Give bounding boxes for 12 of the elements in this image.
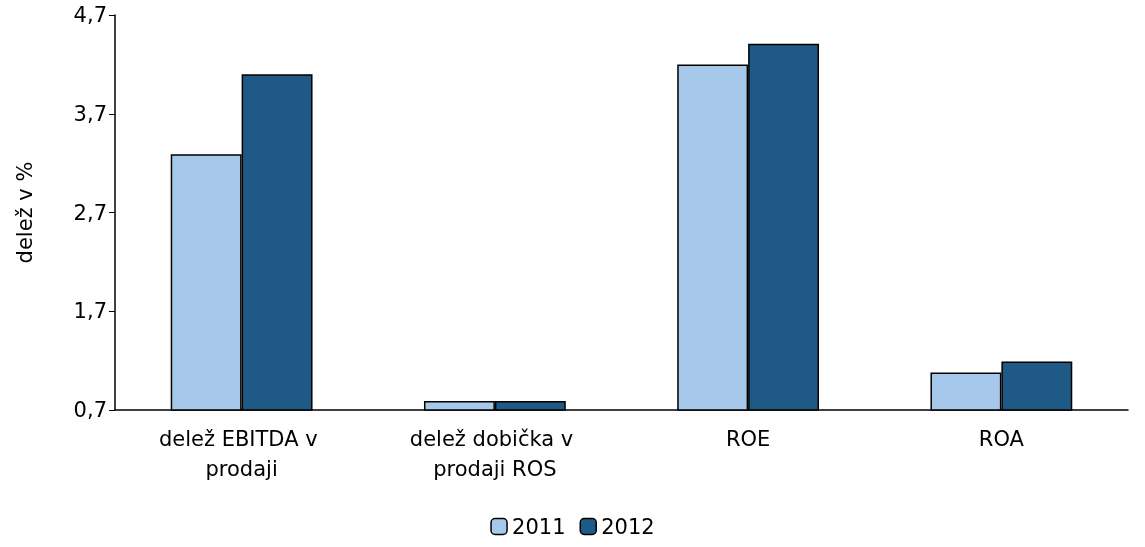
legend-label: 2012 bbox=[601, 514, 655, 539]
x-tick-label: delež EBITDA v prodaji bbox=[158, 427, 325, 481]
legend-label: 2011 bbox=[512, 514, 566, 539]
y-tick-label: 1,7 bbox=[73, 299, 107, 324]
x-tick-label: ROA bbox=[978, 427, 1025, 451]
y-tick-label: 3,7 bbox=[73, 101, 107, 126]
y-tick-label: 0,7 bbox=[73, 398, 107, 422]
x-tick-label: delež dobička v prodaji ROS bbox=[409, 427, 580, 481]
y-tick-label: 2,7 bbox=[73, 200, 107, 225]
x-tick-label: ROE bbox=[725, 427, 771, 451]
y-axis-title: delež v % bbox=[12, 161, 37, 264]
y-tick-label: 4,7 bbox=[73, 3, 107, 27]
